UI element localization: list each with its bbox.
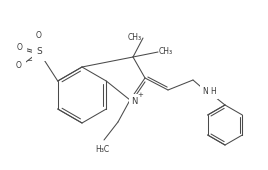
Text: N: N <box>131 97 137 106</box>
Text: H: H <box>210 88 216 97</box>
Text: N: N <box>202 88 208 97</box>
Text: S: S <box>36 47 42 56</box>
Text: O: O <box>16 62 22 71</box>
Text: O: O <box>17 42 23 52</box>
Text: CH₃: CH₃ <box>128 33 142 42</box>
Text: H₃C: H₃C <box>95 145 109 154</box>
Text: +: + <box>137 92 143 98</box>
Text: CH₃: CH₃ <box>159 47 173 56</box>
Text: O: O <box>36 30 42 39</box>
Text: −: − <box>26 58 32 64</box>
